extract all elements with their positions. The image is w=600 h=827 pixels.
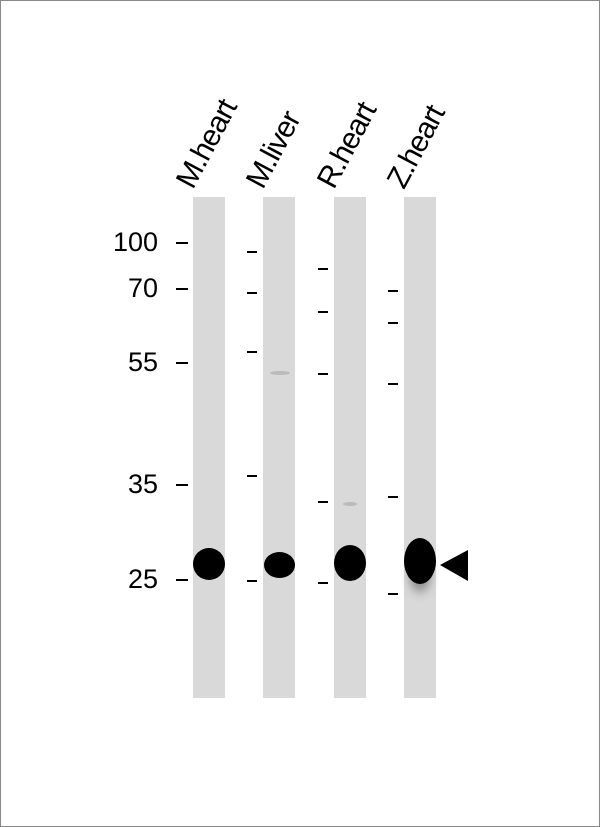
faint-band — [343, 502, 357, 506]
faint-band — [270, 371, 290, 375]
band-lane-4 — [404, 538, 436, 584]
marker-tick — [176, 288, 188, 290]
lane-tick — [388, 383, 398, 385]
lane-tick — [247, 580, 257, 582]
marker-100: 100 — [112, 227, 158, 257]
band-lane-2 — [264, 552, 295, 578]
marker-tick — [176, 579, 188, 581]
lane-tick — [247, 292, 257, 294]
lane-tick — [318, 501, 328, 503]
lane-tick — [388, 496, 398, 498]
marker-55: 55 — [127, 347, 158, 377]
lane-tick — [247, 351, 257, 353]
lane-tick — [388, 322, 398, 324]
lane-tick — [247, 251, 257, 253]
marker-70: 70 — [127, 273, 158, 303]
lane-4 — [404, 197, 436, 698]
marker-tick — [176, 242, 188, 244]
lane-tick — [318, 268, 328, 270]
lane-2 — [263, 197, 295, 698]
marker-tick — [176, 484, 188, 486]
lane-tick — [388, 290, 398, 292]
lane-tick — [318, 311, 328, 313]
lane-tick — [388, 593, 398, 595]
marker-tick — [176, 362, 188, 364]
marker-25: 25 — [127, 564, 158, 594]
lane-1 — [193, 197, 225, 698]
band-lane-1 — [193, 548, 225, 580]
lane-tick — [318, 373, 328, 375]
lane-tick — [247, 475, 257, 477]
lane-tick — [318, 582, 328, 584]
band-lane-3 — [334, 545, 366, 581]
lane-3 — [334, 197, 366, 698]
marker-35: 35 — [127, 469, 158, 499]
